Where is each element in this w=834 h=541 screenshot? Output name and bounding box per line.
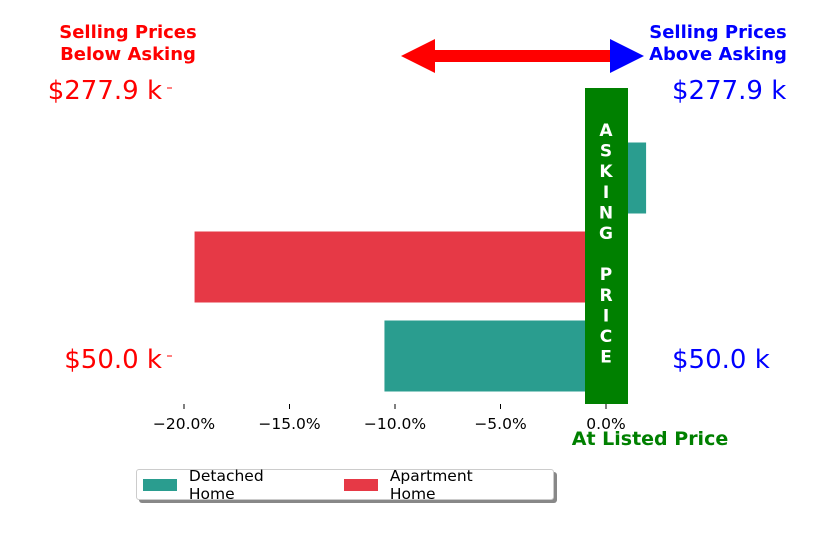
right-bottom-price: $50.0 k xyxy=(672,345,770,375)
asking-letter-0: A xyxy=(599,121,613,141)
asking-letter-3: I xyxy=(603,183,609,203)
x-tick-label-3: −5.0% xyxy=(474,415,526,433)
x-axis-label: At Listed Price xyxy=(572,428,728,450)
left-top-price: $277.9 k xyxy=(48,76,162,106)
x-tick-label-4: 0.0% xyxy=(586,415,625,433)
legend-swatch-apartment xyxy=(343,478,378,491)
bar-detached-home-0 xyxy=(384,320,606,392)
legend-swatch-detached xyxy=(143,478,177,491)
double-arrow-icon xyxy=(401,39,644,73)
asking-letter-11: E xyxy=(600,348,612,368)
x-tick-label-0: −20.0% xyxy=(153,415,215,433)
x-axis: −20.0% −15.0% −10.0% −5.0% 0.0% xyxy=(153,404,626,433)
asking-letter-1: S xyxy=(600,142,612,162)
legend-item-apartment: Apartment Home xyxy=(343,466,523,503)
asking-price-band xyxy=(585,88,628,404)
right-top-price: $277.9 k xyxy=(672,76,786,106)
asking-letter-4: N xyxy=(599,203,613,223)
asking-letter-8: R xyxy=(599,286,612,306)
asking-letter-7: P xyxy=(600,265,612,285)
x-tick-label-1: −15.0% xyxy=(258,415,320,433)
legend: Detached Home Apartment Home xyxy=(136,466,554,503)
asking-letter-2: K xyxy=(599,162,613,182)
x-tick-label-2: −10.0% xyxy=(364,415,426,433)
bar-group xyxy=(194,142,647,392)
legend-item-detached: Detached Home xyxy=(143,467,314,503)
bar-apartment-home-0 xyxy=(194,231,607,303)
asking-letter-10: C xyxy=(600,327,612,347)
asking-letter-9: I xyxy=(603,306,609,326)
asking-letter-5: G xyxy=(599,224,613,244)
left-header-line2: Below Asking xyxy=(60,44,196,65)
left-header-line1: Selling Prices xyxy=(59,22,196,43)
left-bottom-price: $50.0 k xyxy=(64,345,162,375)
right-header-line1: Selling Prices xyxy=(649,22,786,43)
legend-label-apartment: Apartment Home xyxy=(389,466,473,503)
legend-label-detached: Detached Home xyxy=(188,466,264,503)
right-header-line2: Above Asking xyxy=(649,44,787,65)
